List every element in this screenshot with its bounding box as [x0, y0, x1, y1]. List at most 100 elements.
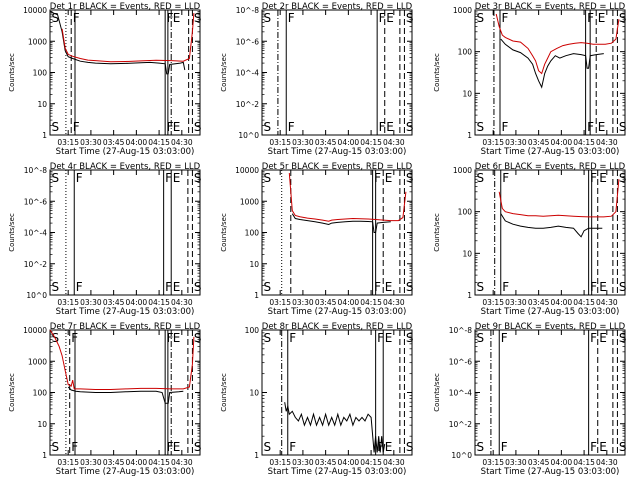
x-tick-label: 03:30 [292, 298, 314, 307]
marker-label: F [374, 280, 381, 294]
x-tick-label: 03:30 [292, 458, 314, 467]
y-axis-label: Counts/sec [433, 53, 441, 92]
series-line-events [500, 213, 603, 238]
y-tick-label: 10000 [23, 326, 47, 335]
plot-frame [49, 9, 201, 136]
x-axis-label: Start Time (27-Aug-15 03:03:00) [56, 147, 195, 157]
panel-title: Det 4r BLACK = Events, RED = LLD [50, 162, 201, 172]
marker-label: S [264, 171, 272, 185]
x-tick-label: 04:00 [338, 138, 360, 147]
y-axis-label: Counts/sec [8, 213, 16, 252]
marker-label: E [599, 440, 607, 454]
marker-label: S [406, 171, 414, 185]
marker-label: S [52, 440, 60, 454]
x-tick-label: 04:00 [126, 458, 148, 467]
marker-label: S [264, 440, 272, 454]
x-tick-label: 04:00 [338, 298, 360, 307]
panel-title: Det 1r BLACK = Events, RED = LLD [50, 2, 201, 12]
x-tick-label: 04:30 [383, 138, 405, 147]
x-tick-label: 04:30 [383, 458, 405, 467]
marker-label: E [173, 331, 181, 345]
panel-det-4: Det 4r BLACK = Events, RED = LLD 10^0 10^-… [8, 162, 202, 317]
marker-label: E [173, 440, 181, 454]
marker-label: E [598, 11, 606, 25]
x-tick-label: 04:30 [596, 298, 618, 307]
series-line-events [500, 38, 604, 89]
y-tick-label: 100 [33, 389, 48, 398]
x-axis-label: Start Time (27-Aug-15 03:03:00) [268, 147, 407, 157]
marker-label: S [619, 280, 627, 294]
y-tick-label: 1000 [240, 197, 259, 206]
panel-title: Det 2r BLACK = Events, RED = LLD [262, 2, 413, 12]
marker-label: S [619, 120, 627, 134]
marker-label: F [590, 331, 597, 345]
y-tick-label: 1 [42, 451, 47, 460]
x-tick-label: 04:15 [360, 138, 382, 147]
x-tick-label: 04:30 [171, 298, 193, 307]
x-tick-label: 03:45 [315, 138, 337, 147]
x-tick-label: 03:30 [505, 298, 527, 307]
x-tick-label: 03:45 [103, 138, 125, 147]
y-tick-label: 10^-2 [24, 260, 48, 269]
x-axis-label: Start Time (27-Aug-15 03:03:00) [56, 307, 195, 317]
panel-title: Det 3r BLACK = Events, RED = LLD [475, 2, 626, 12]
y-tick-label: 1000 [28, 357, 47, 366]
marker-label: E [385, 331, 393, 345]
marker-label: S [194, 331, 202, 345]
y-tick-label: 10^-8 [24, 166, 48, 175]
marker-label: S [264, 120, 272, 134]
x-tick-label: 04:15 [573, 138, 595, 147]
y-tick-label: 1 [254, 291, 259, 300]
marker-label: F [165, 171, 172, 185]
y-tick-label: 1 [467, 131, 472, 140]
x-tick-label: 03:45 [528, 138, 550, 147]
series-line-lld [498, 179, 620, 218]
panel-title: Det 5r BLACK = Events, RED = LLD [262, 162, 413, 172]
y-tick-label: 100 [458, 48, 473, 57]
x-tick-label: 04:30 [596, 138, 618, 147]
panel-det-8: Det 8r BLACK = Events, RED = LLD 1 10 100 03… [220, 322, 414, 477]
marker-label: F [502, 171, 509, 185]
marker-label: F [167, 331, 174, 345]
x-tick-label: 04:15 [360, 458, 382, 467]
x-tick-label: 03:45 [103, 298, 125, 307]
marker-label: F [289, 331, 296, 345]
marker-label: E [386, 11, 394, 25]
marker-label: S [194, 440, 202, 454]
marker-label: S [264, 331, 272, 345]
marker-label: F [76, 280, 83, 294]
series-line-lld [495, 13, 620, 75]
x-axis-label: Start Time (27-Aug-15 03:03:00) [268, 467, 407, 477]
series-line-lld [288, 172, 407, 222]
y-tick-label: 100 [245, 229, 260, 238]
marker-label: S [477, 280, 485, 294]
y-tick-label: 10^-4 [449, 389, 473, 398]
y-tick-label: 100 [458, 208, 473, 217]
marker-label: F [501, 331, 508, 345]
panel-det-5: Det 5r BLACK = Events, RED = LLD 1 10 100 10… [220, 162, 414, 317]
marker-label: E [599, 331, 607, 345]
x-tick-label: 03:15 [57, 138, 79, 147]
marker-label: E [386, 120, 394, 134]
x-tick-label: 03:15 [57, 298, 79, 307]
y-axis-label: Counts/sec [220, 213, 228, 252]
x-tick-label: 03:30 [80, 458, 102, 467]
x-tick-label: 03:45 [103, 458, 125, 467]
marker-label: F [374, 171, 381, 185]
y-axis-label: Counts/sec [220, 53, 228, 92]
y-tick-label: 10^-6 [24, 197, 48, 206]
y-tick-label: 10^-2 [449, 420, 473, 429]
marker-label: S [264, 11, 272, 25]
panel-det-3: Det 3r BLACK = Events, RED = LLD 1 10 100 10… [433, 2, 627, 157]
y-tick-label: 100 [245, 326, 260, 335]
x-tick-label: 03:15 [269, 298, 291, 307]
marker-label: E [385, 171, 393, 185]
plot-frame [474, 169, 626, 296]
marker-label: F [73, 120, 80, 134]
x-tick-label: 04:00 [126, 138, 148, 147]
y-tick-label: 10^-6 [236, 37, 260, 46]
panel-det-1: Det 1r BLACK = Events, RED = LLD 1 10 100 10… [8, 2, 202, 157]
marker-label: E [173, 171, 181, 185]
x-tick-label: 03:15 [482, 138, 504, 147]
x-tick-label: 03:30 [505, 138, 527, 147]
